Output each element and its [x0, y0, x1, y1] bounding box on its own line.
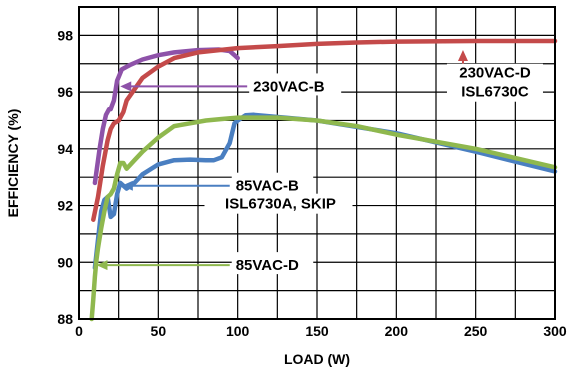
x-tick-label: 100: [226, 323, 250, 339]
x-tick-label: 50: [151, 323, 167, 339]
annotation-arrow-head: [96, 260, 108, 271]
annotation-label-bg: [231, 172, 314, 195]
x-tick-label: 250: [464, 323, 488, 339]
annotation-label-line2: ISL6730C: [461, 84, 529, 101]
annotation-label-bg: [204, 193, 353, 214]
x-tick-label: 150: [305, 323, 329, 339]
annotations: 230VAC-B 230VAC-D ISL6730C 85VAC-BISL6730A,…: [96, 50, 543, 274]
x-axis-label: LOAD (W): [284, 351, 350, 367]
x-tick-label: 300: [543, 323, 567, 339]
y-axis-label: EFFICIENCY (%): [5, 109, 21, 218]
annotation-label-line2: ISL6730A, SKIP: [225, 196, 336, 213]
y-tick-label: 90: [57, 254, 73, 270]
annotation-3: 85VAC-D: [96, 252, 314, 275]
annotation-label: 85VAC-D: [236, 257, 299, 274]
annotation-label-bg: [231, 252, 314, 275]
series-line-1: [91, 38, 558, 222]
annotation-arrow-head: [457, 50, 468, 62]
plot-frame: [78, 6, 556, 320]
annotation-label-bg: [446, 63, 543, 102]
x-tick-label: 200: [385, 323, 409, 339]
annotation-1: 230VAC-D ISL6730C: [446, 50, 543, 102]
annotation-label-bg: [249, 73, 342, 96]
series-lines: [89, 38, 558, 322]
grid: [78, 6, 556, 320]
annotation-label: 85VAC-B: [236, 178, 299, 195]
annotation-arrow-head: [121, 180, 133, 191]
tick-labels: 0 50 100 150 200 250 300 88 90 92 94 96 98: [57, 27, 566, 339]
series-line-2: [92, 112, 558, 271]
y-tick-label: 94: [57, 141, 73, 157]
y-tick-label: 96: [57, 84, 73, 100]
series-line-3: [89, 115, 558, 322]
y-tick-label: 98: [57, 27, 73, 43]
annotation-label: 230VAC-D: [459, 65, 531, 82]
x-tick-label: 0: [75, 323, 83, 339]
annotation-0: 230VAC-B: [120, 73, 342, 96]
y-tick-label: 92: [57, 198, 73, 214]
annotation-label: 230VAC-B: [253, 78, 325, 95]
annotation-arrow-head: [120, 81, 132, 92]
y-tick-label: 88: [57, 311, 73, 327]
